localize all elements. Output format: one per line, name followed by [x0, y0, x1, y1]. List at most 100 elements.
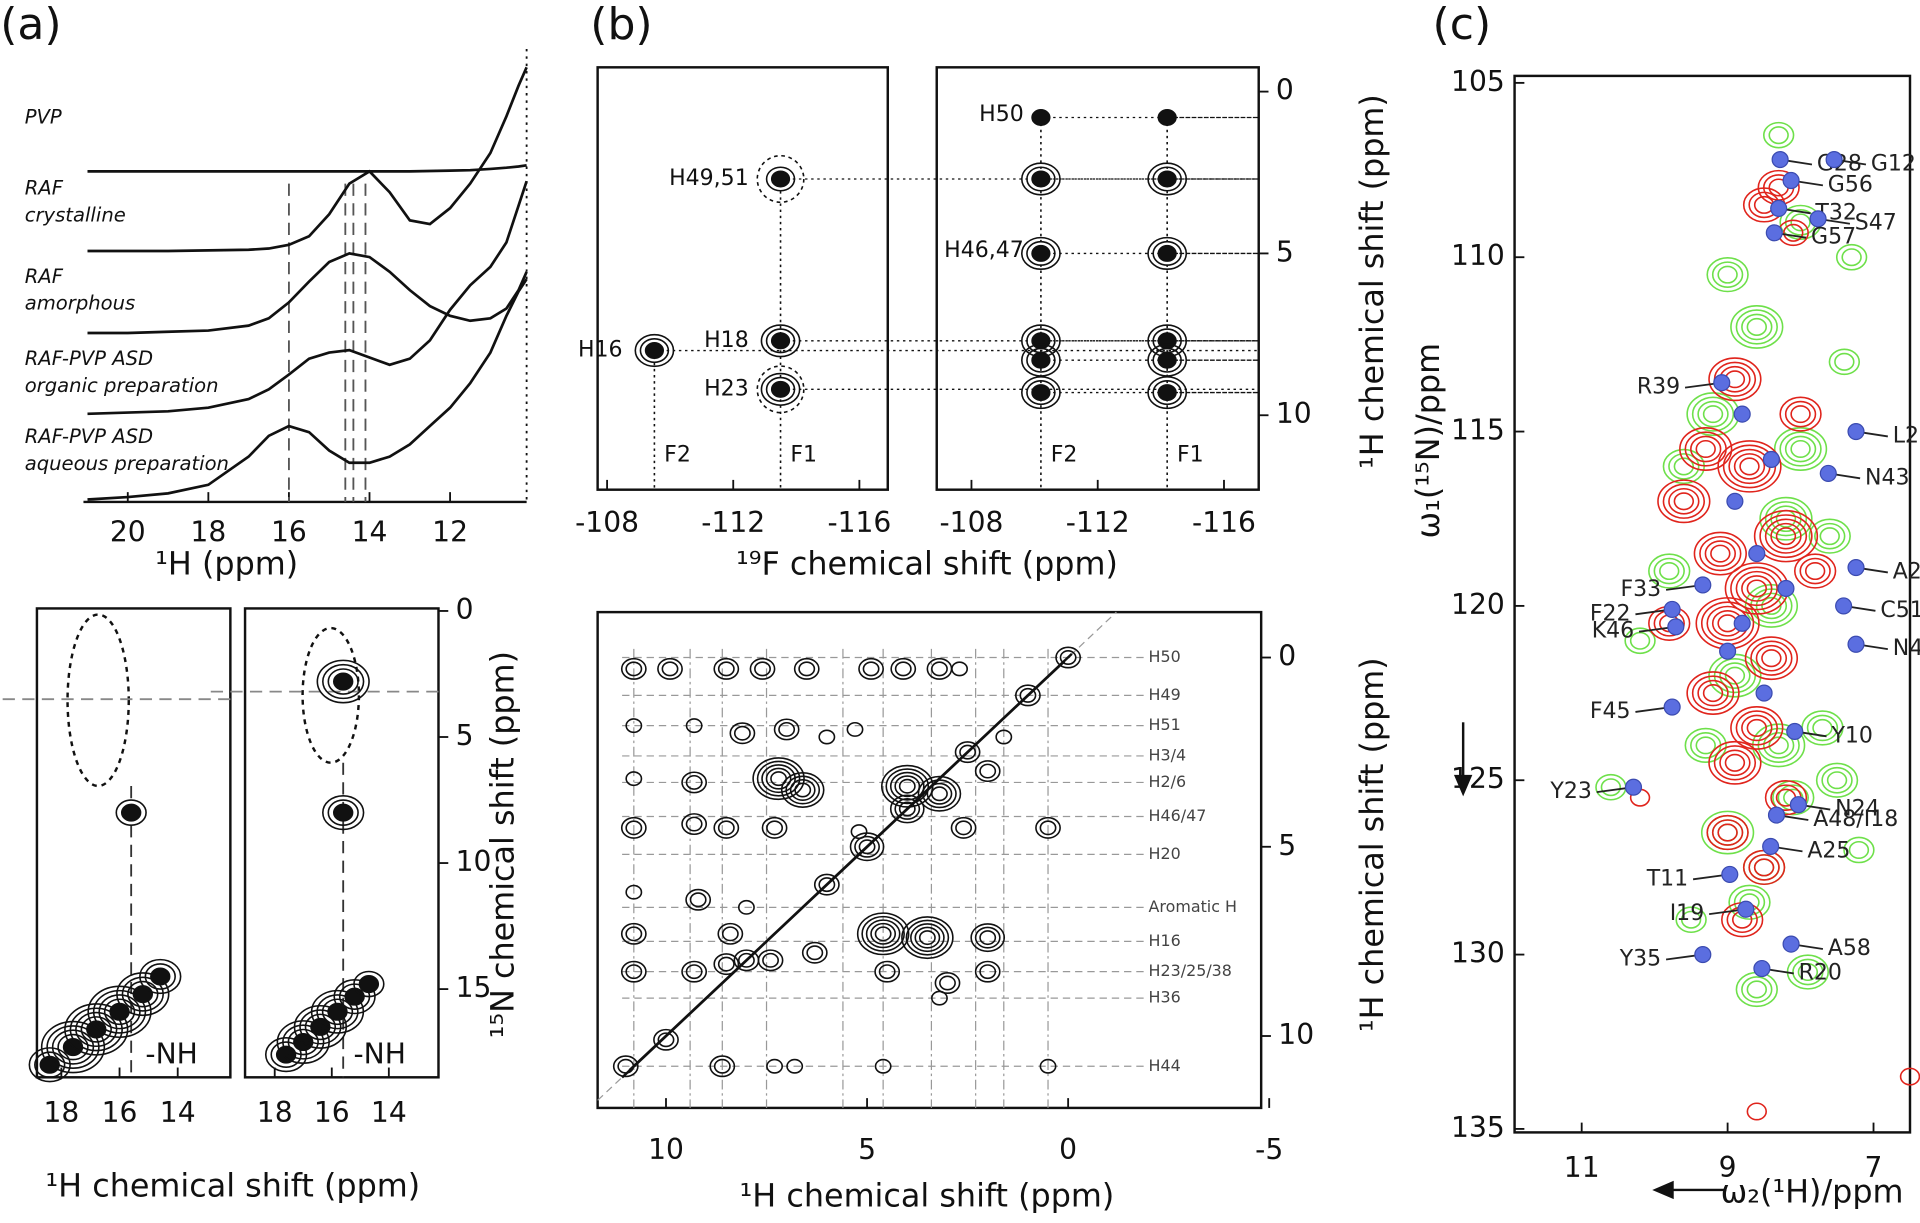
residue-label: S47 — [1855, 211, 1897, 236]
residue-point — [1694, 576, 1712, 594]
contour-peak — [1675, 906, 1707, 934]
contour-peak — [344, 987, 365, 1006]
residue-point — [1770, 199, 1788, 217]
contour-peak — [1808, 518, 1851, 554]
contour-peak — [762, 952, 779, 968]
contour-peak — [1735, 570, 1778, 607]
contour-peak — [1157, 332, 1177, 350]
row-label: H16 — [1149, 931, 1181, 950]
contour-peak — [898, 778, 916, 794]
contour-peak — [749, 657, 776, 680]
contour-peak — [1899, 1067, 1920, 1086]
contour-peak — [1821, 766, 1853, 794]
contour-peak — [874, 1058, 892, 1074]
contour-peak — [69, 1007, 123, 1052]
contour-peak — [1021, 236, 1061, 271]
residue-point — [1765, 224, 1783, 242]
residue-point — [1726, 492, 1744, 510]
contour-peak — [1733, 453, 1766, 480]
x-tick-label: 5 — [858, 1133, 876, 1166]
contour-peak — [733, 949, 760, 972]
x-tick-label: 12 — [432, 516, 468, 549]
residue-label: T11 — [1646, 866, 1688, 891]
x-tick-label: 10 — [648, 1133, 684, 1166]
residue-label: N43 — [1865, 465, 1909, 490]
residue-point — [1782, 171, 1800, 190]
row-label: H36 — [1149, 988, 1181, 1007]
contour-peak — [1624, 627, 1656, 655]
arrow-head — [1453, 774, 1473, 797]
contour-peak — [1719, 749, 1751, 777]
panel-label: (b) — [590, 0, 652, 50]
y-tick-label: 0 — [1276, 74, 1294, 107]
contour-peak — [1815, 762, 1859, 798]
contour-peak — [910, 923, 945, 953]
x-tick-label: -112 — [1066, 506, 1130, 539]
residue-point — [1733, 405, 1751, 423]
contour-peak — [1713, 745, 1757, 781]
x-axis-label: ω₂(¹H)/ppm — [1721, 1173, 1904, 1211]
residue-label: A25 — [1807, 838, 1850, 863]
contour-peak — [1157, 244, 1177, 262]
contour-peak — [1812, 718, 1833, 737]
y-tick-label: 125 — [1451, 762, 1505, 795]
contour-peak — [780, 772, 825, 808]
contour-peak — [332, 672, 354, 691]
contour-peak — [92, 989, 147, 1034]
residue-point — [1847, 558, 1865, 577]
contour-peak — [1697, 679, 1729, 707]
contour-peak — [1668, 453, 1700, 480]
contour-peak — [1706, 257, 1749, 293]
contour-peak — [794, 782, 812, 798]
contour-peak — [1804, 562, 1826, 581]
contour-peak — [1730, 705, 1784, 750]
contour-peak — [1746, 1102, 1767, 1121]
residue-label: Y35 — [1619, 946, 1661, 971]
contour-peak — [1764, 518, 1808, 554]
axis-arrows — [1453, 722, 1727, 1200]
panel-label: (c) — [1433, 0, 1492, 50]
peak-label: H23 — [704, 376, 749, 401]
contour-peak — [685, 964, 703, 980]
residue-point — [1767, 806, 1786, 824]
contour-peak — [1031, 332, 1051, 350]
residue-label: Y23 — [1549, 779, 1591, 804]
residue-point — [1737, 900, 1755, 918]
spectrum-line — [87, 278, 528, 501]
row-label: H44 — [1149, 1056, 1181, 1075]
contour-peak — [979, 930, 997, 946]
contour-peak — [950, 816, 977, 839]
contour-peak — [1695, 736, 1716, 755]
annotation: -NH — [145, 1037, 197, 1070]
peak-label: H46,47 — [944, 238, 1024, 263]
contour-peak — [974, 926, 1001, 949]
contour-peak — [657, 657, 683, 680]
contour-peak — [1724, 666, 1746, 685]
y-axis-label: ¹H chemical shift (ppm) — [1353, 657, 1391, 1032]
contour-peak — [1690, 435, 1722, 463]
line-label: F1 — [1177, 442, 1204, 467]
contour-peak — [818, 877, 836, 893]
residue-point — [1777, 579, 1795, 598]
spectrum-line — [87, 66, 528, 253]
contour-peak — [139, 958, 182, 995]
residue-label: A58 — [1828, 936, 1871, 961]
contour-peak — [1653, 557, 1685, 585]
contour-peak — [974, 960, 1001, 983]
contour-peak — [1768, 126, 1789, 145]
contour-peak — [617, 1058, 635, 1074]
contour-peak — [713, 1058, 731, 1074]
contour-peak — [846, 721, 864, 737]
contour-peak — [127, 980, 159, 1008]
contour-peak — [918, 930, 936, 946]
contour-peak — [620, 657, 647, 680]
diagonal-ridge — [628, 652, 1073, 1072]
spectrum-line — [87, 180, 528, 416]
contour-peak — [1783, 223, 1804, 242]
row-label: H2/6 — [1149, 772, 1187, 791]
contour-peak — [1792, 958, 1824, 986]
x-tick-label: 0 — [1059, 1133, 1077, 1166]
contour-peak — [115, 799, 147, 826]
contour-peak — [1790, 213, 1811, 232]
y-tick-label: 5 — [456, 719, 474, 752]
